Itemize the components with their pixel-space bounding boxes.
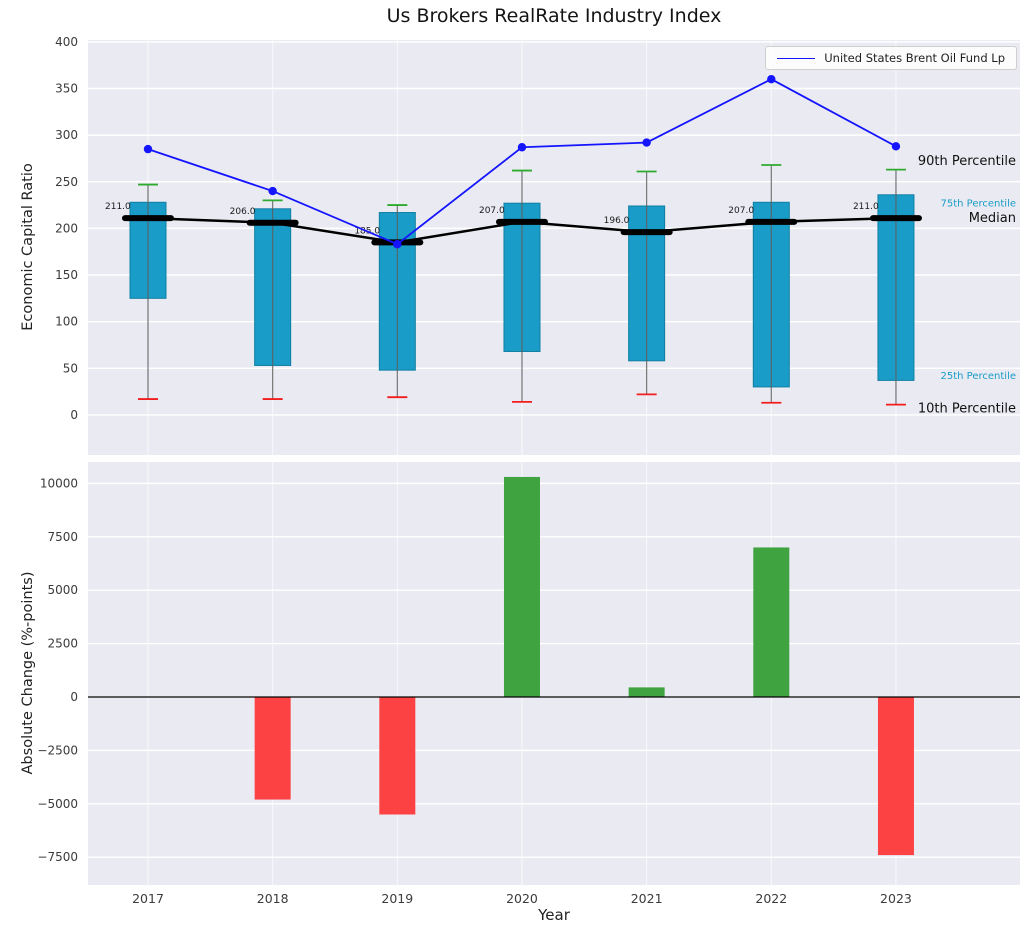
y-tick-label-bottom: 5000: [47, 583, 78, 597]
oil-fund-marker: [642, 138, 651, 147]
median-value-label: 206.0: [230, 207, 256, 217]
oil-fund-marker: [268, 186, 277, 196]
change-bar-2023: [877, 697, 914, 856]
median-value-label: 211.0: [105, 202, 131, 212]
median-value-label: 196.0: [604, 216, 630, 226]
x-tick-label: 2019: [381, 891, 413, 906]
y-tick-label-bottom: 2500: [47, 637, 78, 651]
panel-bottom-bg: [88, 462, 1020, 885]
y-tick-label-top: 300: [55, 128, 78, 142]
y-axis-label-bottom: Absolute Change (%-points): [20, 571, 36, 775]
y-tick-label-top: 350: [55, 81, 78, 95]
median-value-label: 207.0: [728, 206, 754, 216]
x-tick-label: 2018: [257, 891, 289, 906]
oil-fund-marker: [143, 144, 153, 154]
y-tick-label-top: 400: [55, 35, 78, 49]
y-tick-label-top: 50: [63, 361, 78, 375]
change-bar-2021: [628, 687, 665, 697]
change-bar-2018: [254, 697, 291, 800]
y-tick-label-top: 200: [55, 221, 78, 235]
y-tick-label-bottom: 10000: [40, 476, 78, 490]
y-tick-label-top: 150: [55, 268, 78, 282]
percentile-annotation: 75th Percentile: [941, 198, 1017, 209]
x-tick-label: 2022: [755, 891, 787, 906]
x-axis-label: Year: [538, 906, 570, 924]
legend: United States Brent Oil Fund Lp: [765, 46, 1017, 70]
y-axis-label-top: Economic Capital Ratio: [20, 163, 36, 331]
y-tick-label-top: 100: [55, 315, 78, 329]
percentile-annotation: Median: [969, 211, 1016, 226]
median-value-label: 207.0: [479, 206, 505, 216]
x-tick-label: 2017: [132, 891, 164, 906]
change-bar-2019: [379, 697, 416, 815]
percentile-annotation: 10th Percentile: [918, 401, 1016, 416]
chart-title: Us Brokers RealRate Industry Index: [386, 5, 722, 27]
percentile-annotation: 25th Percentile: [941, 371, 1017, 382]
oil-fund-marker: [767, 74, 776, 84]
x-tick-label: 2020: [506, 891, 538, 906]
y-tick-label-bottom: 0: [70, 690, 78, 704]
legend-label: United States Brent Oil Fund Lp: [824, 51, 1005, 65]
legend-line-sample: [777, 57, 816, 59]
oil-fund-marker: [891, 142, 901, 151]
y-tick-label-bottom: −5000: [37, 797, 78, 811]
x-tick-label: 2023: [880, 891, 912, 906]
y-tick-label-bottom: 7500: [47, 530, 78, 544]
x-tick-label: 2021: [631, 891, 663, 906]
y-tick-label-bottom: −2500: [37, 743, 78, 757]
oil-fund-marker: [517, 143, 527, 152]
y-tick-label-bottom: −7500: [37, 850, 78, 864]
percentile-annotation: 90th Percentile: [918, 154, 1016, 169]
y-tick-label-top: 0: [70, 408, 78, 422]
oil-fund-marker: [393, 240, 402, 249]
change-bar-2020: [503, 476, 540, 697]
y-tick-label-top: 250: [55, 175, 78, 189]
median-value-label: 211.0: [853, 202, 879, 212]
change-bar-2022: [753, 547, 790, 697]
panel-top-bg: [88, 40, 1020, 455]
